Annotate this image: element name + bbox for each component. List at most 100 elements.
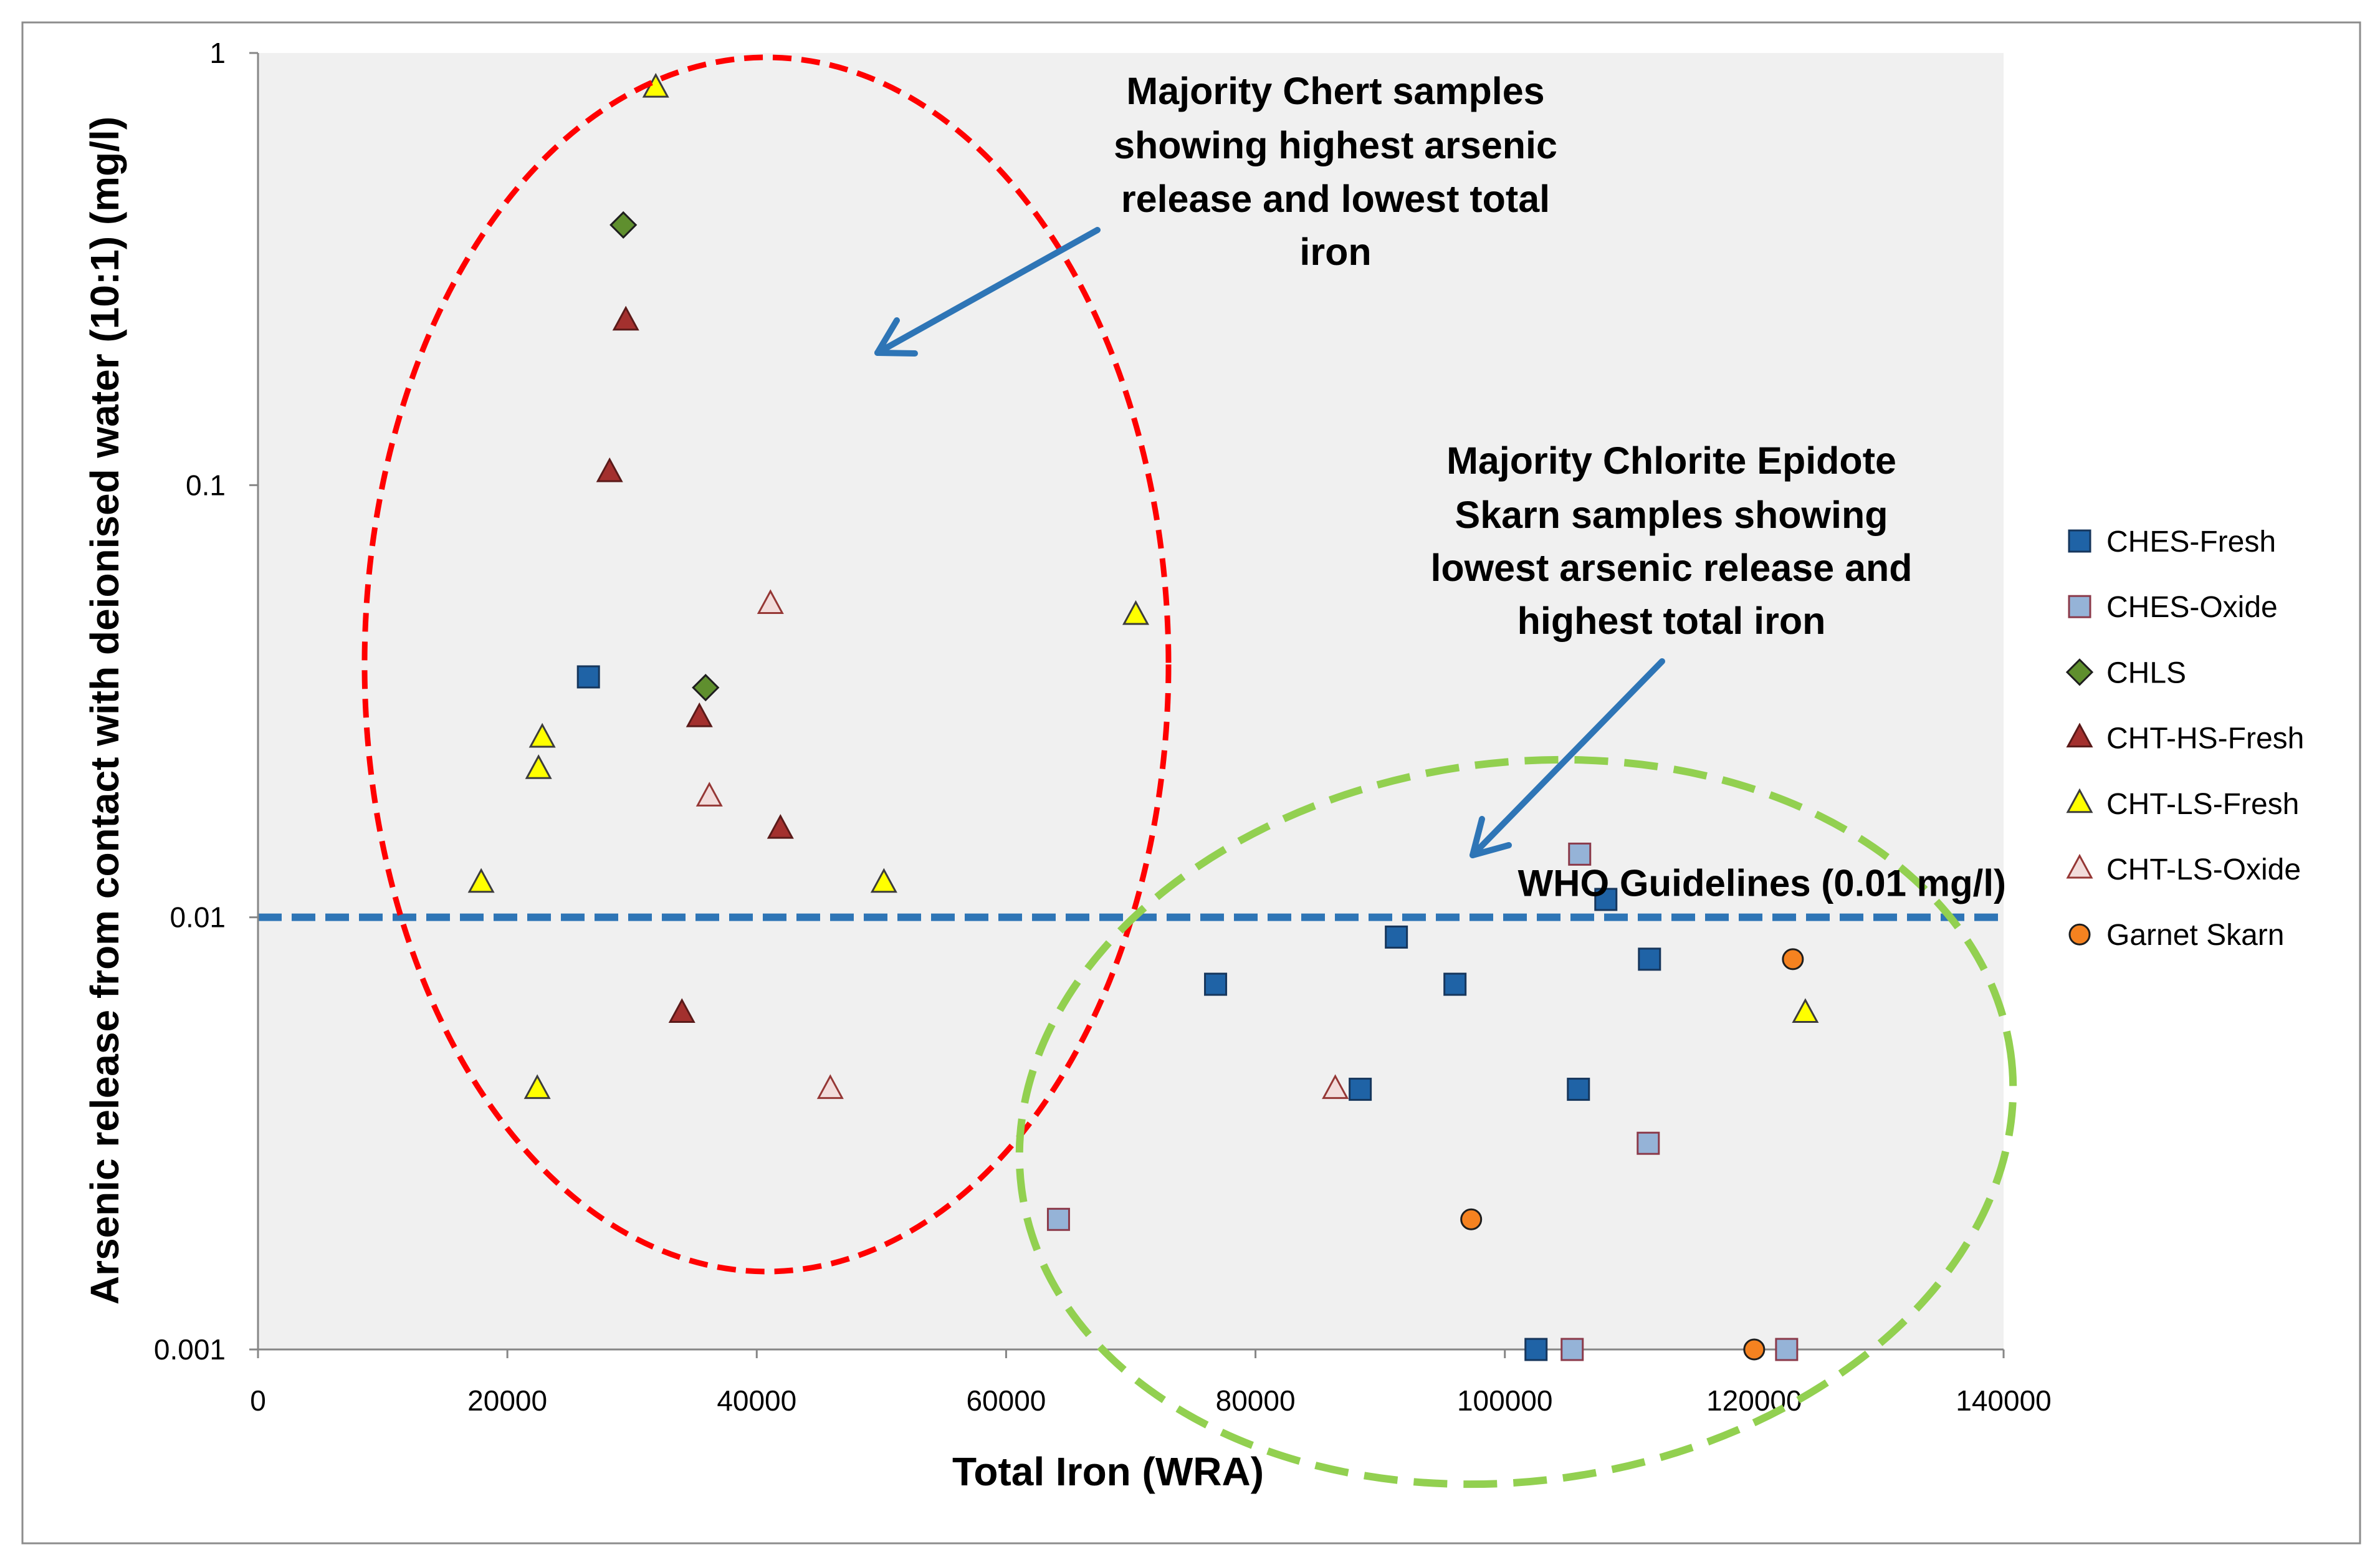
legend-marker-cht-hs-fresh (2066, 722, 2093, 748)
data-point-ches-fresh-8 (1594, 888, 1618, 911)
data-point-cht-hs-fresh-5 (668, 998, 695, 1023)
data-point-ches-oxide-5 (1775, 1338, 1799, 1361)
data-point-cht-hs-fresh-1 (612, 305, 639, 331)
legend-item-cht-ls-oxide: CHT-LS-Oxide (2066, 853, 2301, 886)
legend-label-ches-oxide: CHES-Oxide (2106, 591, 2278, 624)
skarn-annotation-line-1: Majority Chlorite Epidote (1446, 439, 1896, 482)
data-point-cht-hs-fresh-2 (596, 457, 623, 482)
data-point-chls-2 (692, 674, 720, 702)
legend-item-ches-oxide: CHES-Oxide (2068, 591, 2278, 624)
data-point-ches-oxide-3 (1568, 842, 1592, 866)
data-point-cht-ls-fresh-4 (467, 868, 495, 893)
data-point-ches-oxide-2 (1560, 1338, 1584, 1361)
data-point-cht-ls-oxide-1 (757, 589, 784, 615)
data-point-cht-ls-oxide-3 (816, 1074, 844, 1100)
legend-label-cht-ls-fresh: CHT-LS-Fresh (2106, 788, 2299, 821)
skarn-annotation-line-3: lowest arsenic release and (1430, 547, 1912, 589)
plot-area (258, 53, 2004, 1349)
x-tick-label: 60000 (966, 1384, 1046, 1417)
data-point-garnet-skarn-2 (1782, 948, 1804, 970)
x-tick-label: 20000 (467, 1384, 547, 1417)
series-cht-hs-fresh (596, 305, 794, 1023)
who-guideline-label: WHO Guidelines (0.01 mg/l) (1518, 863, 2006, 904)
data-point-ches-fresh-2 (1204, 972, 1228, 996)
data-point-cht-ls-oxide-2 (695, 782, 723, 807)
data-point-cht-ls-fresh-5 (870, 868, 897, 893)
data-point-cht-ls-oxide-4 (1322, 1074, 1349, 1100)
x-axis-ticks: 0 20000 40000 60000 80000 100000 120000 140000 (250, 1349, 2052, 1417)
data-point-ches-fresh-6 (1524, 1338, 1548, 1361)
x-tick-label: 40000 (717, 1384, 796, 1417)
chert-cluster-ellipse (361, 54, 1172, 1275)
series-ches-fresh (576, 665, 1661, 1361)
data-point-cht-ls-fresh-7 (523, 1074, 551, 1100)
legend-label-cht-ls-oxide: CHT-LS-Oxide (2106, 853, 2301, 886)
x-tick-label: 120000 (1706, 1384, 1802, 1417)
data-point-cht-ls-fresh-3 (525, 754, 552, 779)
y-tick-label: 0.01 (170, 901, 226, 934)
chert-annotation-arrow (874, 227, 1101, 357)
chert-annotation-line-1: Majority Chert samples (1126, 70, 1544, 112)
skarn-cluster-ellipse (1015, 755, 2017, 1488)
legend-label-ches-fresh: CHES-Fresh (2106, 525, 2276, 558)
x-tick-label: 0 (250, 1384, 266, 1417)
chert-annotation-line-3: release and lowest total (1121, 178, 1550, 220)
series-ches-oxide (1046, 842, 1799, 1361)
data-point-ches-fresh-1 (576, 665, 600, 689)
series-chls (609, 211, 720, 702)
legend: CHES-Fresh CHES-Oxide CHLS CHT-HS-Fresh CHT-… (2065, 525, 2304, 952)
data-point-cht-hs-fresh-3 (686, 702, 713, 727)
data-point-ches-fresh-3 (1349, 1078, 1372, 1101)
data-points (467, 72, 1819, 1361)
data-point-ches-oxide-1 (1046, 1207, 1070, 1231)
legend-marker-cht-ls-fresh (2066, 788, 2093, 813)
arrow-head (1470, 816, 1512, 858)
x-tick-label: 80000 (1216, 1384, 1296, 1417)
data-point-cht-hs-fresh-4 (767, 813, 794, 839)
series-cht-ls-oxide (695, 589, 1349, 1100)
series-cht-ls-fresh (467, 72, 1819, 1100)
legend-item-chls: CHLS (2065, 656, 2186, 689)
data-point-ches-fresh-5 (1443, 972, 1467, 996)
chert-annotation-line-4: iron (1299, 231, 1371, 273)
legend-marker-chls (2065, 658, 2094, 686)
legend-marker-cht-ls-oxide (2066, 853, 2093, 879)
data-point-ches-fresh-7 (1567, 1078, 1590, 1101)
x-tick-label: 140000 (1956, 1384, 2052, 1417)
skarn-annotation-arrow (1470, 658, 1665, 858)
data-point-cht-ls-fresh-6 (1122, 600, 1150, 625)
series-garnet-skarn (1460, 948, 1804, 1361)
legend-label-chls: CHLS (2106, 656, 2186, 689)
legend-item-ches-fresh: CHES-Fresh (2068, 525, 2276, 558)
x-tick-label: 100000 (1457, 1384, 1553, 1417)
legend-marker-garnet-skarn (2068, 923, 2091, 946)
arrow-head (874, 317, 918, 357)
data-point-chls-1 (609, 211, 638, 239)
y-tick-label: 0.001 (154, 1333, 226, 1366)
skarn-annotation-line-2: Skarn samples showing (1455, 494, 1888, 536)
data-point-ches-oxide-4 (1637, 1131, 1660, 1155)
data-point-cht-ls-fresh-8 (1792, 998, 1819, 1023)
data-point-garnet-skarn-1 (1460, 1208, 1483, 1230)
legend-label-garnet-skarn: Garnet Skarn (2106, 919, 2284, 952)
chert-annotation-line-2: showing highest arsenic (1114, 124, 1557, 166)
data-point-cht-ls-fresh-2 (528, 722, 556, 748)
arrow-shaft (1470, 658, 1665, 858)
legend-label-cht-hs-fresh: CHT-HS-Fresh (2106, 722, 2304, 755)
skarn-annotation: Majority Chlorite Epidote Skarn samples … (1430, 439, 1912, 642)
x-axis-title: Total Iron (WRA) (952, 1449, 1264, 1494)
legend-marker-ches-oxide (2068, 595, 2091, 618)
y-tick-label: 1 (209, 37, 226, 69)
y-tick-label: 0.1 (186, 469, 226, 501)
legend-item-cht-hs-fresh: CHT-HS-Fresh (2066, 722, 2304, 755)
legend-item-cht-ls-fresh: CHT-LS-Fresh (2066, 788, 2299, 821)
y-axis-ticks: 1 0.1 0.01 0.001 (154, 37, 258, 1366)
data-point-garnet-skarn-3 (1743, 1338, 1766, 1361)
y-axis-title: Arsenic release from contact with deioni… (82, 117, 127, 1305)
data-point-ches-fresh-9 (1638, 947, 1661, 971)
legend-marker-ches-fresh (2068, 529, 2091, 553)
chert-annotation: Majority Chert samples showing highest a… (1114, 70, 1557, 273)
data-point-ches-fresh-4 (1385, 925, 1408, 949)
legend-item-garnet-skarn: Garnet Skarn (2068, 919, 2284, 952)
